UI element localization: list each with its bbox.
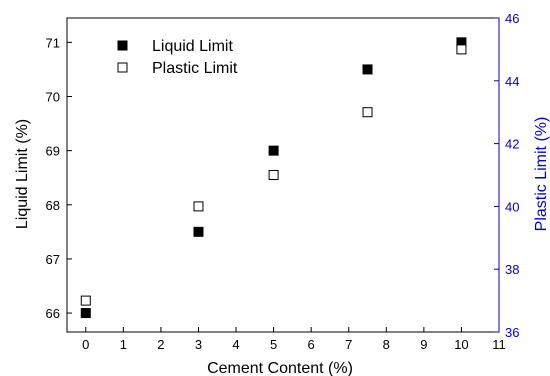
x-axis-title: Cement Content (%): [207, 360, 353, 376]
legend: Liquid Limit Plastic Limit: [117, 38, 238, 77]
y2-tick-label-0: 36: [505, 325, 519, 340]
x-tick-label-10: 10: [454, 337, 468, 352]
x-tick-label-4: 4: [232, 337, 239, 352]
x-tick-label-1: 1: [120, 337, 127, 352]
y-tick-label-4: 70: [46, 90, 60, 105]
y-tick-label-3: 69: [46, 144, 60, 159]
y2-tick-label-3: 42: [505, 137, 519, 152]
point-plastic-limit-3: [362, 107, 373, 118]
x-tick-label-6: 6: [308, 337, 315, 352]
point-plastic-limit-0: [80, 295, 91, 306]
y-tick-label-5: 71: [46, 35, 60, 50]
x-tick-label-7: 7: [345, 337, 352, 352]
point-plastic-limit-1: [193, 201, 204, 212]
y2-axis-title: Plastic Limit (%): [533, 117, 550, 232]
x-tick-label-0: 0: [82, 337, 89, 352]
plot-frame: [66, 17, 500, 333]
y-tick-label-0: 66: [46, 306, 60, 321]
point-liquid-limit-2: [268, 145, 279, 156]
legend-label-liquid-limit: Liquid Limit: [152, 38, 233, 55]
y-tick-label-2: 68: [46, 198, 60, 213]
x-tick-label-3: 3: [195, 337, 202, 352]
x-tick-label-8: 8: [383, 337, 390, 352]
point-liquid-limit-3: [362, 64, 373, 75]
y-tick-label-1: 67: [46, 252, 60, 267]
point-liquid-limit-0: [80, 308, 91, 319]
y2-tick-label-2: 40: [505, 199, 519, 214]
y2-tick-label-4: 44: [505, 74, 519, 89]
point-plastic-limit-2: [268, 170, 279, 180]
y2-tick-label-1: 38: [505, 262, 519, 277]
legend-marker-plastic-limit: [117, 62, 128, 73]
point-plastic-limit-4: [456, 44, 467, 55]
x-tick-label-5: 5: [270, 337, 277, 352]
y-axis-title: Liquid Limit (%): [14, 119, 31, 229]
legend-label-plastic-limit: Plastic Limit: [152, 60, 238, 77]
y2-tick-label-5: 46: [505, 11, 519, 26]
x-tick-label-9: 9: [420, 337, 427, 352]
point-liquid-limit-1: [193, 226, 204, 237]
x-tick-label-2: 2: [157, 337, 164, 352]
legend-marker-liquid-limit: [117, 40, 128, 51]
x-tick-label-11: 11: [492, 337, 506, 352]
